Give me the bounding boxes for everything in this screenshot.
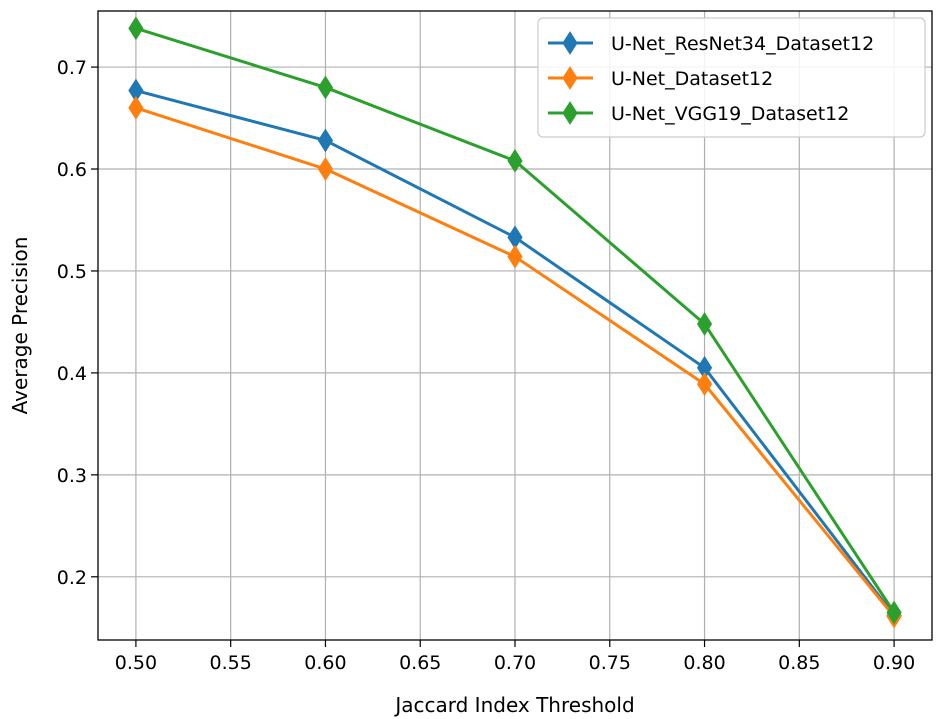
y-tick-label: 0.5 <box>57 261 87 283</box>
legend-marker <box>562 66 578 90</box>
x-tick-label: 0.50 <box>115 652 157 674</box>
data-point-marker <box>317 75 334 100</box>
legend: U-Net_ResNet34_Dataset12 U-Net_Dataset12 U… <box>537 17 926 138</box>
x-tick-label: 0.80 <box>683 652 725 674</box>
series-lines <box>128 16 902 629</box>
y-tick-label: 0.3 <box>57 465 87 487</box>
legend-label: U-Net_Dataset12 <box>611 68 773 90</box>
x-tick-label: 0.90 <box>873 652 915 674</box>
legend-item: U-Net_VGG19_Dataset12 <box>548 101 849 125</box>
data-point-marker <box>507 148 523 173</box>
x-axis: 0.50 0.55 0.60 0.65 0.70 0.75 0.80 0.85 0.90 <box>115 640 915 674</box>
x-tick-label: 0.70 <box>494 652 536 674</box>
legend-marker <box>562 31 578 55</box>
data-point-marker <box>128 16 144 41</box>
y-axis: 0.2 0.3 0.4 0.5 0.6 0.7 <box>57 57 98 589</box>
data-point-marker <box>507 244 523 269</box>
data-point-marker <box>317 128 334 153</box>
y-tick-label: 0.2 <box>57 567 87 589</box>
data-point-marker <box>128 95 144 120</box>
x-tick-label: 0.65 <box>399 652 441 674</box>
y-tick-label: 0.6 <box>57 159 87 181</box>
legend-marker <box>562 101 578 125</box>
y-axis-title: Average Precision <box>8 237 32 415</box>
data-point-marker <box>696 372 713 397</box>
legend-item: U-Net_Dataset12 <box>548 66 773 90</box>
x-tick-label: 0.60 <box>304 652 346 674</box>
legend-label: U-Net_VGG19_Dataset12 <box>611 103 849 125</box>
legend-box <box>537 17 926 138</box>
data-point-marker <box>317 157 334 181</box>
x-tick-label: 0.75 <box>589 652 631 674</box>
series-U-Net_VGG19_Dataset12 <box>128 16 902 625</box>
legend-item: U-Net_ResNet34_Dataset12 <box>548 31 874 55</box>
y-tick-label: 0.4 <box>57 363 87 385</box>
x-tick-label: 0.85 <box>778 652 820 674</box>
data-point-marker <box>886 600 902 625</box>
y-tick-label: 0.7 <box>57 57 87 79</box>
legend-label: U-Net_ResNet34_Dataset12 <box>611 33 874 55</box>
data-point-marker <box>696 312 713 336</box>
x-tick-label: 0.55 <box>210 652 252 674</box>
x-axis-title: Jaccard Index Threshold <box>393 693 634 717</box>
